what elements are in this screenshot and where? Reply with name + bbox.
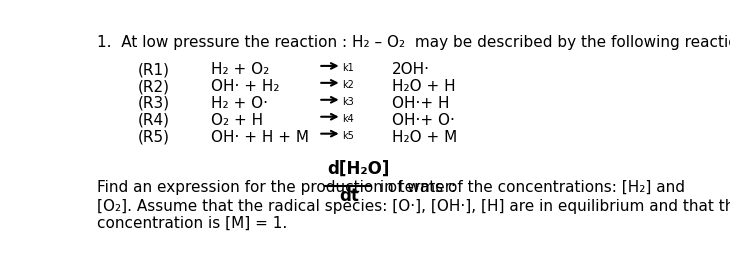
Text: dt: dt	[339, 187, 359, 205]
Text: (R2): (R2)	[138, 79, 170, 94]
Text: H₂O + H: H₂O + H	[392, 79, 456, 94]
Text: k4: k4	[342, 114, 354, 124]
Text: k2: k2	[342, 80, 354, 90]
Text: OH·+ O·: OH·+ O·	[392, 113, 455, 128]
Text: H₂ + O·: H₂ + O·	[212, 96, 269, 111]
Text: O₂ + H: O₂ + H	[212, 113, 264, 128]
Text: [O₂]. Assume that the radical species: [O·], [OH·], [H] are in equilibrium and t: [O₂]. Assume that the radical species: […	[97, 199, 730, 214]
Text: Find an expression for the production of water:: Find an expression for the production of…	[97, 180, 461, 195]
Text: OH·+ H: OH·+ H	[392, 96, 450, 111]
Text: in terms of the concentrations: [H₂] and: in terms of the concentrations: [H₂] and	[375, 180, 685, 195]
Text: (R4): (R4)	[138, 113, 170, 128]
Text: (R5): (R5)	[138, 130, 170, 145]
Text: 2OH·: 2OH·	[392, 62, 430, 77]
Text: OH· + H + M: OH· + H + M	[212, 130, 310, 145]
Text: 1.  At low pressure the reaction : H₂ – O₂  may be described by the following re: 1. At low pressure the reaction : H₂ – O…	[97, 35, 730, 50]
Text: k3: k3	[342, 97, 354, 107]
Text: d[H₂O]: d[H₂O]	[327, 160, 389, 178]
Text: concentration is [M] = 1.: concentration is [M] = 1.	[97, 216, 288, 231]
Text: H₂O + M: H₂O + M	[392, 130, 457, 145]
Text: (R3): (R3)	[138, 96, 170, 111]
Text: k5: k5	[342, 131, 354, 141]
Text: OH· + H₂: OH· + H₂	[212, 79, 280, 94]
Text: H₂ + O₂: H₂ + O₂	[212, 62, 269, 77]
Text: (R1): (R1)	[138, 62, 170, 77]
Text: k1: k1	[342, 63, 354, 73]
